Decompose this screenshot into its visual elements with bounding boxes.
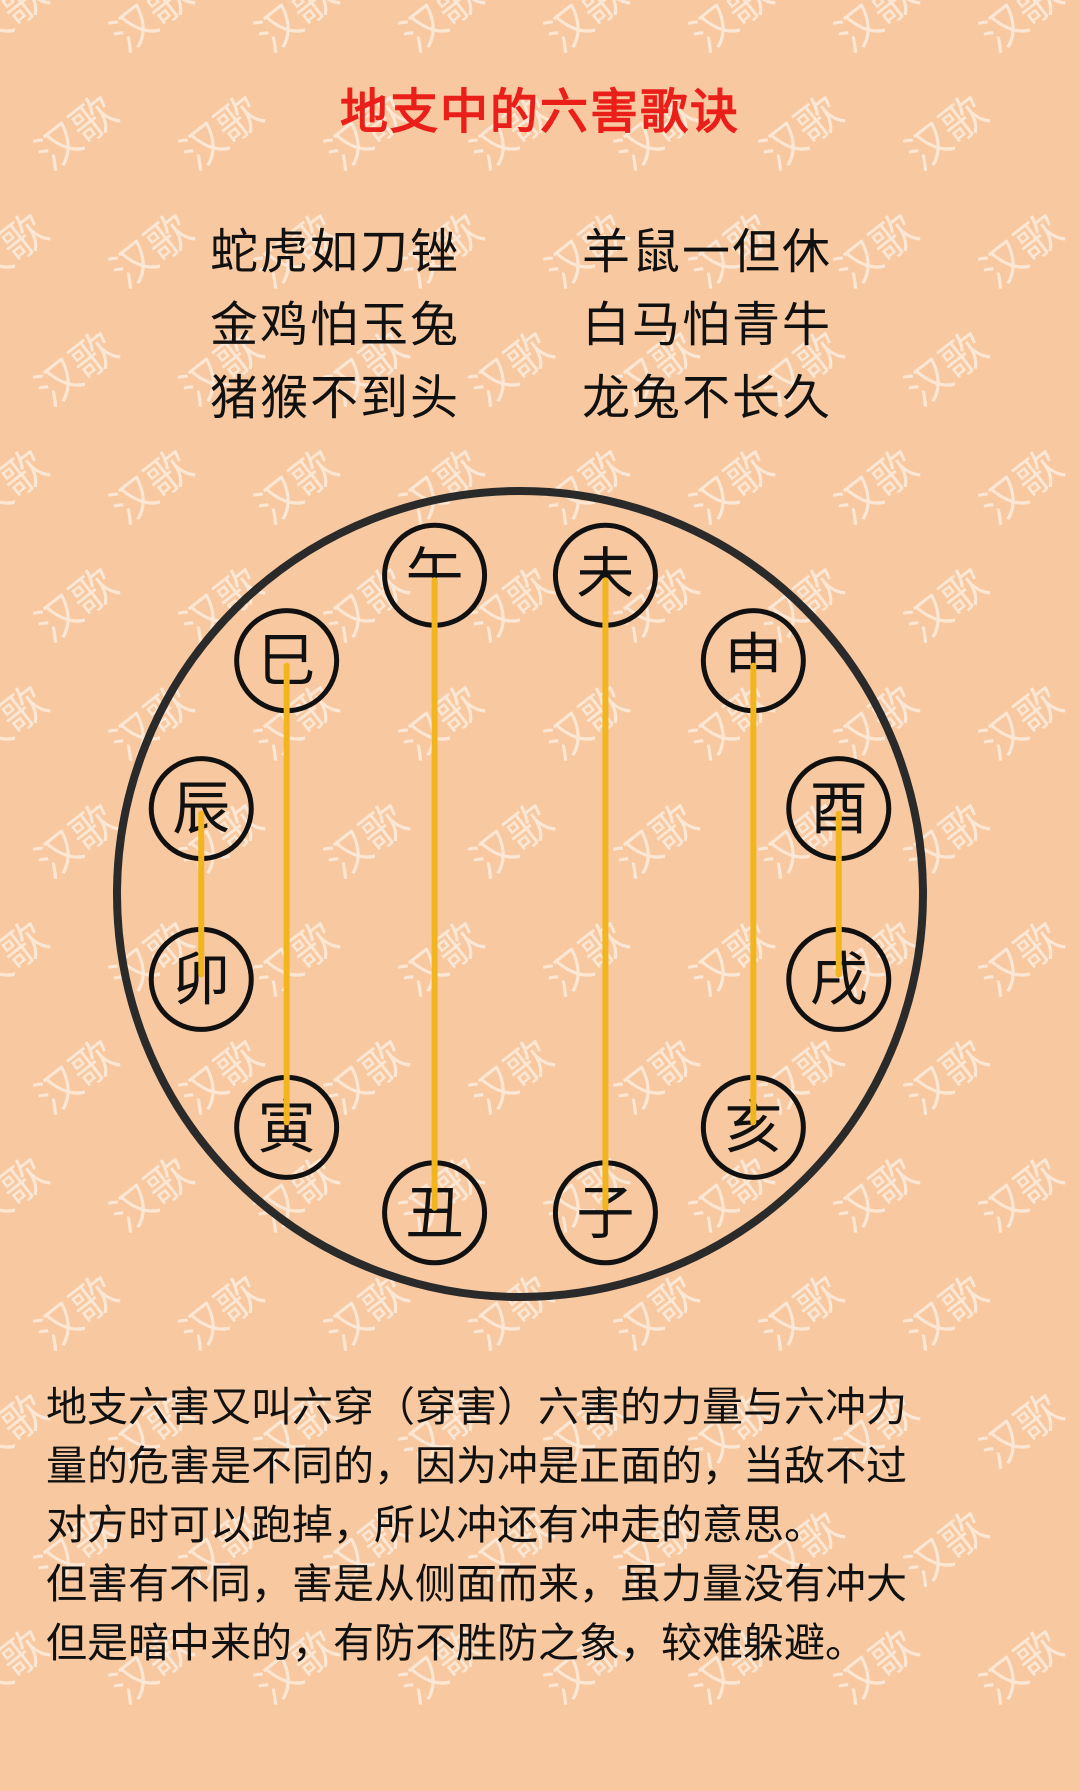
verse-left-2: 金鸡怕玉兔	[210, 297, 461, 353]
description-line-3: 对方时可以跑掉，所以冲还有冲走的意思。	[46, 1501, 825, 1549]
verse-right-1: 羊鼠一但休	[582, 224, 833, 280]
description-line-5: 但是暗中来的，有防不胜防之象，较难躲避。	[46, 1619, 866, 1667]
outer-ring	[113, 487, 927, 1301]
description-line-2: 量的危害是不同的，因为冲是正面的，当敌不过	[46, 1442, 907, 1490]
verse-left-3: 猪猴不到头	[210, 370, 461, 426]
verse-right-3: 龙兔不长久	[582, 370, 833, 426]
description-line-4: 但害有不同，害是从侧面而来，虽力量没有冲大	[46, 1560, 907, 1608]
page-title: 地支中的六害歌诀	[339, 84, 740, 140]
description-line-1: 地支六害又叫六穿（穿害）六害的力量与六冲力	[46, 1383, 907, 1431]
verse-right-2: 白马怕青牛	[582, 297, 833, 353]
verse-left-1: 蛇虎如刀锉	[210, 224, 461, 280]
description: 地支六害又叫六穿（穿害）六害的力量与六冲力 量的危害是不同的，因为冲是正面的，当…	[46, 1378, 1046, 1673]
